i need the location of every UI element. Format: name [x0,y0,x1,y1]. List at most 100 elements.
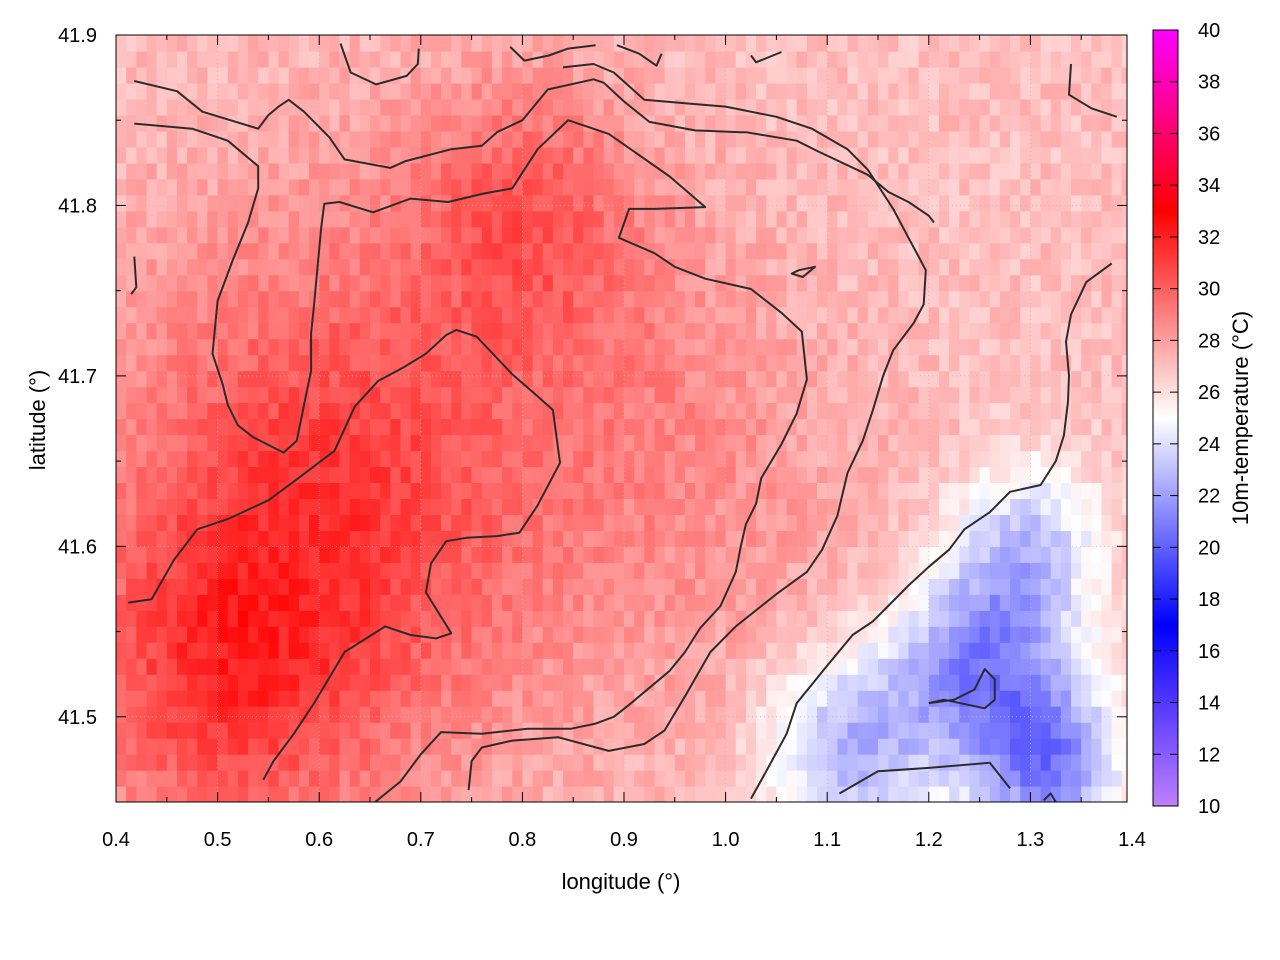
heatmap-cell [735,210,747,228]
heatmap-cell [1010,35,1021,52]
heatmap-cell [1111,594,1123,611]
heatmap-cell [166,338,178,356]
heatmap-cell [309,626,320,643]
heatmap-cell [969,706,981,723]
heatmap-cell [685,98,696,116]
heatmap-cell [502,434,513,452]
heatmap-cell [756,642,767,659]
heatmap-cell [309,770,320,787]
heatmap-cell [207,67,219,84]
heatmap-cell [1101,338,1113,356]
heatmap-cell [969,434,981,452]
heatmap-cell [471,466,483,483]
heatmap-cell [613,466,625,483]
heatmap-cell [806,514,818,531]
heatmap-cell [969,98,981,116]
heatmap-cell [1121,770,1127,787]
heatmap-cell [1101,498,1113,515]
heatmap-cell [685,226,696,244]
heatmap-cell [410,770,422,787]
heatmap-cell [471,770,483,787]
heatmap-cell [563,786,574,802]
heatmap-cell [664,354,676,372]
heatmap-cell [451,194,463,212]
heatmap-cell [573,546,584,563]
heatmap-cell [1020,370,1031,388]
heatmap-cell [867,786,879,802]
heatmap-cell [1081,242,1092,260]
heatmap-cell [410,514,422,531]
heatmap-cell [644,290,656,308]
heatmap-cell [837,690,849,707]
heatmap-cell [522,35,534,52]
heatmap-cell [949,770,960,787]
heatmap-cell [745,514,757,531]
heatmap-cell [329,610,341,627]
heatmap-cell [685,546,696,563]
heatmap-cell [634,178,645,196]
heatmap-cell [166,258,178,276]
heatmap-cell [136,114,148,132]
heatmap-cell [908,322,920,340]
heatmap-cell [1101,370,1113,388]
heatmap-cell [806,546,818,563]
heatmap-cell [888,722,899,739]
heatmap-cell [563,354,574,372]
heatmap-cell [654,562,666,579]
heatmap-cell [837,674,849,691]
heatmap-cell [359,530,371,547]
heatmap-cell [939,274,950,292]
heatmap-cell [1071,35,1082,52]
heatmap-cell [116,130,127,148]
heatmap-cell [827,450,838,468]
heatmap-cell [431,450,442,468]
heatmap-cell [370,306,381,324]
heatmap-cell [380,466,391,483]
heatmap-cell [1050,562,1062,579]
heatmap-cell [502,338,513,356]
heatmap-cell [756,690,767,707]
heatmap-cell [756,290,767,308]
heatmap-cell [380,770,391,787]
heatmap-cell [1020,322,1031,340]
heatmap-cell [827,35,838,52]
heatmap-cell [268,786,280,802]
heatmap-cell [237,658,249,675]
heatmap-cell [512,626,523,643]
heatmap-cell [827,370,838,388]
heatmap-cell [237,354,249,372]
heatmap-cell [817,67,828,84]
heatmap-cell [1091,578,1103,595]
heatmap-cell [979,338,991,356]
heatmap-cell [1020,51,1031,68]
heatmap-cell [441,482,452,499]
heatmap-cell [329,146,341,164]
heatmap-cell [451,162,463,180]
heatmap-cell [1111,51,1123,68]
heatmap-cell [227,770,239,787]
heatmap-cell [624,610,635,627]
heatmap-cell [857,35,869,52]
heatmap-cell [685,82,696,100]
heatmap-cell [837,98,849,116]
heatmap-cell [319,642,330,659]
heatmap-cell [827,386,838,404]
heatmap-cell [552,338,564,356]
heatmap-cell [1060,466,1072,483]
heatmap-cell [969,578,981,595]
heatmap-cell [888,114,899,132]
heatmap-cell [166,290,178,308]
heatmap-cell [725,626,737,643]
heatmap-cell [116,386,127,404]
heatmap-cell [817,258,828,276]
heatmap-cell [735,402,747,420]
heatmap-cell [441,690,452,707]
heatmap-cell [471,690,483,707]
heatmap-cell [319,754,330,771]
heatmap-cell [410,642,422,659]
heatmap-cell [766,514,777,531]
heatmap-cell [542,258,554,276]
heatmap-cell [766,722,777,739]
heatmap-cell [593,626,605,643]
heatmap-cell [1060,130,1072,148]
